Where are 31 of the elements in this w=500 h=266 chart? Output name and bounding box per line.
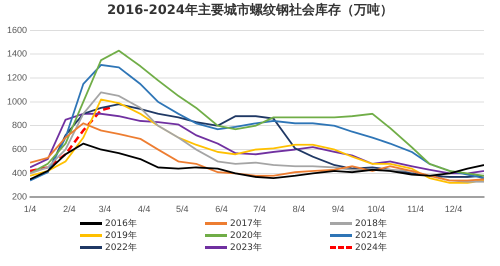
y-tick-label: 400 (12, 168, 28, 178)
y-tick-label: 1200 (6, 72, 28, 83)
y-tick-label: 1600 (6, 24, 28, 35)
chart-title: 2016-2024年主要城市螺纹钢社会库存（万吨） (106, 2, 394, 20)
legend-label: 2019年 (105, 230, 137, 242)
x-tick-label: 1/4 (24, 204, 36, 214)
y-tick-label: 800 (12, 120, 28, 130)
legend-label: 2018年 (355, 218, 387, 230)
line-series (30, 106, 112, 172)
x-tick-label: 3/4 (98, 204, 112, 214)
x-tick-label: 7/4 (253, 204, 266, 214)
legend-label: 2021年 (355, 230, 387, 242)
y-tick-label: 200 (12, 192, 28, 202)
x-tick-label: 4/4 (138, 204, 150, 214)
y-tick-label: 600 (12, 144, 28, 154)
x-tick-label: 12/4 (444, 204, 462, 214)
x-tick-label: 11/4 (407, 204, 424, 214)
legend-label: 2023年 (230, 242, 262, 254)
x-tick-label: 8/4 (292, 204, 306, 214)
x-tick-label: 10/4 (367, 204, 385, 214)
y-tick-label: 1000 (6, 96, 28, 106)
x-tick-label: 5/4 (176, 204, 188, 214)
x-tick-label: 2/4 (63, 204, 76, 214)
legend-label: 2017年 (230, 218, 262, 230)
legend-label: 2020年 (230, 230, 262, 242)
legend-label: 2016年 (105, 218, 137, 230)
legend-label: 2024年 (355, 242, 387, 254)
x-tick-label: 9/4 (332, 204, 344, 214)
legend-label: 2022年 (105, 242, 137, 254)
y-tick-label: 1400 (6, 48, 28, 59)
x-tick-label: 6/4 (215, 204, 228, 214)
